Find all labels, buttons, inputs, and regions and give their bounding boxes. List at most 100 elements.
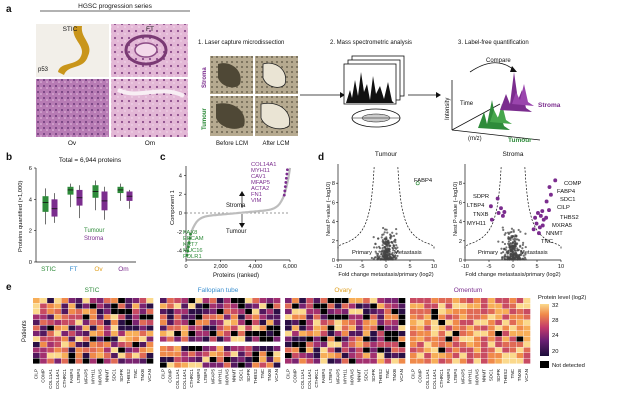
e-heat-cell (334, 331, 342, 337)
d-point (524, 232, 527, 235)
e-gene-label: MYH11 (90, 369, 95, 384)
e-gene-label: THBS2 (378, 369, 383, 384)
e-heat-cell (384, 314, 392, 320)
e-heat-cell (181, 309, 188, 315)
e-heat-cell (363, 303, 370, 309)
e-heat-cell (125, 336, 132, 342)
e-heat-cell (370, 325, 377, 331)
e-heat-cell (327, 342, 335, 348)
e-gene-label: NNMT (232, 369, 237, 382)
e-heat-cell (118, 347, 125, 353)
e-heat-cell (516, 325, 524, 331)
d-point (523, 256, 527, 259)
e-heat-cell (306, 358, 313, 364)
e-gene-label: SDPR (119, 368, 124, 381)
e-heat-cell (33, 309, 40, 315)
e-heat-cell (473, 303, 481, 309)
e-heat-cell (96, 320, 104, 326)
d-point (394, 247, 398, 250)
e-heat-cell (139, 309, 147, 315)
e-heat-cell (174, 351, 181, 357)
d-point (519, 244, 522, 247)
e-heat-cell (223, 309, 231, 315)
e-heat-cell (202, 325, 210, 331)
e-heat-cell (488, 303, 495, 309)
c-bottom-point (187, 245, 190, 249)
d-left-xlabel: Fold change metastasis/primary (log2) (338, 272, 433, 278)
e-heat-cell (495, 303, 502, 309)
e-heat-cell (245, 303, 252, 309)
d-point (388, 244, 391, 247)
d-gene: CILP (557, 205, 570, 211)
e-heat-cell (334, 320, 342, 326)
e-heat-cell (231, 351, 238, 357)
e-gene-label: LTBP4 (453, 369, 458, 383)
e-heat-cell (188, 320, 196, 326)
e-gene-label: LTBP4 (76, 369, 81, 383)
e-gene-label: TNC (385, 368, 390, 378)
e-heat-cell (488, 342, 495, 348)
e-heat-cell (47, 331, 54, 337)
e-gene-label: MFAP5 (83, 369, 88, 385)
d-x-tick-label: 10 (558, 264, 564, 270)
e-gene-label: COL11A1 (425, 369, 430, 389)
e-heat-cell (231, 357, 238, 363)
e-heat-cell (54, 358, 61, 364)
e-heat-cell (391, 314, 399, 320)
d-point (385, 248, 388, 251)
d-point (517, 228, 520, 232)
e-heat-cell (438, 298, 446, 304)
e-heat-cell (292, 325, 299, 331)
e-heat-cell (459, 298, 467, 304)
e-heat-cell (33, 358, 40, 364)
e-heat-cell (495, 320, 502, 326)
d-point (378, 250, 381, 253)
e-heat-cell (523, 298, 531, 304)
e-heat-cell (410, 298, 417, 304)
e-heat-cell (259, 303, 267, 309)
e-heat-cell (424, 320, 431, 326)
e-gene-label: SDC1 (239, 369, 244, 382)
e-heat-cell (33, 314, 40, 320)
e-heat-cell (167, 362, 174, 368)
e-heat-cell (459, 347, 467, 353)
e-heat-cell (452, 347, 460, 353)
d-threshold (397, 165, 435, 249)
e-heat-cell (398, 353, 406, 359)
d-left-metastasis: Metastasis (394, 250, 422, 256)
e-gene-label: COL11A1 (300, 369, 305, 389)
e-heat-cell (417, 309, 424, 315)
d-threshold (464, 165, 502, 249)
e-heat-cell (488, 336, 495, 342)
d-point (381, 238, 384, 242)
e-heat-cell (384, 336, 392, 342)
e-colorbar (540, 304, 549, 356)
d-point (386, 253, 389, 257)
d-highlight-point (415, 181, 420, 186)
e-heat-cell (223, 346, 231, 352)
e-heat-cell (391, 320, 399, 326)
e-heat-cell (174, 346, 181, 352)
e-heat-cell (132, 353, 140, 359)
c-gene: KRT7 (183, 242, 198, 248)
e-heat-cell (299, 298, 306, 304)
d-point (382, 233, 385, 236)
e-heat-cell (495, 353, 502, 359)
e-heat-cell (363, 336, 370, 342)
e-gene-label: CTHRC1 (189, 369, 194, 388)
e-gene-label: CTHRC1 (439, 369, 444, 388)
c-x-tick-label: 2,000 (214, 264, 228, 270)
e-heat-cell (231, 325, 238, 331)
e-heat-cell (132, 342, 140, 348)
e-heat-cell (252, 320, 259, 326)
e-heat-cell (167, 351, 174, 357)
e-gene-label: TNXB (517, 369, 522, 381)
e-heat-cell (334, 342, 342, 348)
e-heat-cell (160, 314, 167, 320)
e-heat-cell (516, 303, 524, 309)
d-point (392, 234, 396, 238)
e-heat-cell (495, 347, 502, 353)
d-highlight-point (534, 221, 539, 226)
e-heat-cell (245, 320, 252, 326)
e-heat-cell (174, 309, 181, 315)
